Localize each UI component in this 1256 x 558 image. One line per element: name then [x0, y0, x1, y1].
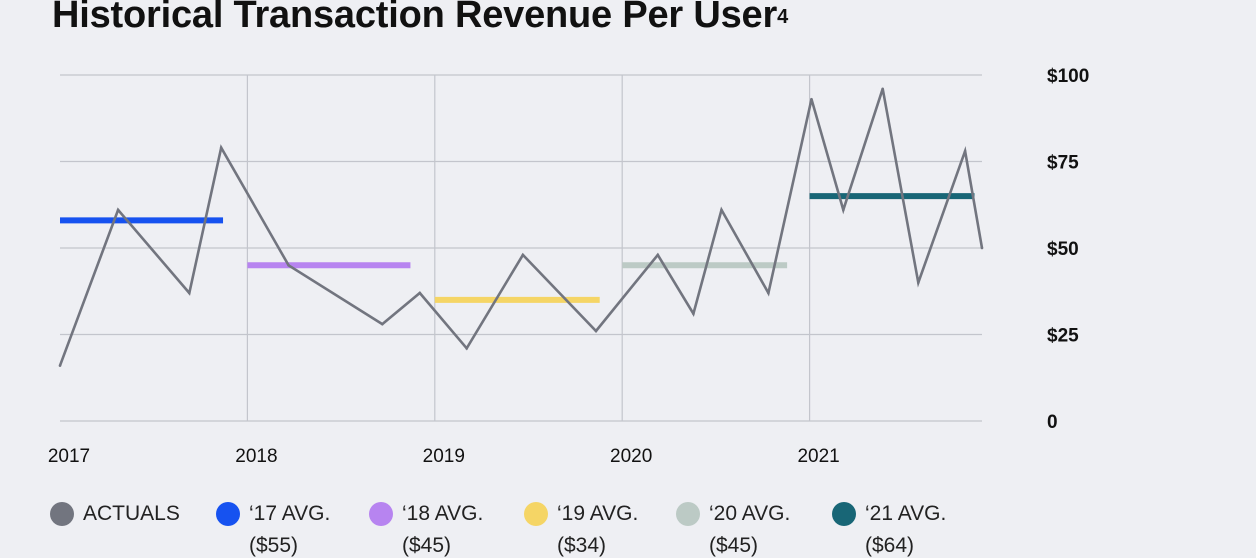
actuals-point	[881, 87, 884, 91]
legend-swatch	[216, 502, 240, 526]
legend-label: ‘21 AVG.	[865, 502, 947, 525]
chart-title-text: Historical Transaction Revenue Per User	[52, 0, 778, 36]
actuals-line-layer	[58, 87, 984, 367]
legend-value: ($45)	[709, 534, 759, 557]
actuals-point	[720, 208, 723, 212]
actuals-point	[810, 97, 813, 101]
x-tick-label: 2017	[48, 446, 90, 467]
grid-lines	[60, 74, 982, 422]
actuals-point	[287, 264, 290, 267]
x-tick-label: 2019	[423, 446, 465, 467]
legend-value: ($64)	[865, 534, 915, 557]
legend-label: ‘17 AVG.	[249, 502, 331, 525]
title-footnote: 4	[777, 6, 788, 28]
y-tick-label: 0	[1047, 412, 1058, 433]
legend-value: ($55)	[249, 534, 299, 557]
actuals-point	[963, 149, 967, 153]
actuals-point	[767, 291, 770, 295]
x-axis-tick-labels: 2017 2018 2019 2020 2021	[48, 446, 840, 467]
actuals-point	[465, 347, 468, 350]
y-tick-label: $25	[1047, 326, 1079, 347]
legend-label: ‘19 AVG.	[557, 502, 639, 525]
actuals-point	[381, 322, 384, 326]
legend-swatch	[524, 502, 548, 526]
x-tick-label: 2018	[235, 446, 277, 467]
actuals-point	[980, 246, 984, 250]
actuals-point	[916, 281, 920, 284]
actuals-point	[594, 329, 598, 333]
actuals-point	[116, 208, 120, 212]
y-axis-tick-labels: 0 $25 $50 $75 $100	[1047, 66, 1089, 433]
legend-swatch	[50, 502, 74, 526]
legend-label: ‘18 AVG.	[402, 502, 484, 525]
y-tick-label: $100	[1047, 66, 1089, 87]
legend-label: ACTUALS	[83, 502, 180, 525]
x-tick-label: 2020	[610, 446, 652, 467]
y-tick-label: $50	[1047, 239, 1079, 260]
actuals-point	[58, 364, 62, 367]
actuals-point	[219, 146, 223, 149]
chart-title: Historical Transaction Revenue Per User4	[52, 0, 788, 38]
legend-label: ‘20 AVG.	[709, 502, 791, 525]
legend-value: ($34)	[557, 534, 607, 557]
y-tick-label: $75	[1047, 153, 1079, 174]
legend-value: ($45)	[402, 534, 452, 557]
chart-legend: ACTUALS ‘17 AVG. ($55) ‘18 AVG. ($45) ‘19 AVG…	[0, 500, 1256, 557]
actuals-point	[521, 253, 525, 257]
legend-swatch	[369, 502, 393, 526]
actuals-point	[418, 291, 422, 295]
legend-swatch	[832, 502, 856, 526]
actuals-point	[692, 312, 695, 316]
actuals-point	[842, 208, 845, 212]
actuals-point	[188, 291, 191, 295]
chart-plot: 0 $25 $50 $75 $100 2017 2018 2019 2020 2021	[48, 66, 1089, 467]
legend-swatch	[676, 502, 700, 526]
actuals-line	[58, 88, 984, 367]
x-tick-label: 2021	[797, 446, 839, 467]
actuals-point	[656, 253, 660, 257]
